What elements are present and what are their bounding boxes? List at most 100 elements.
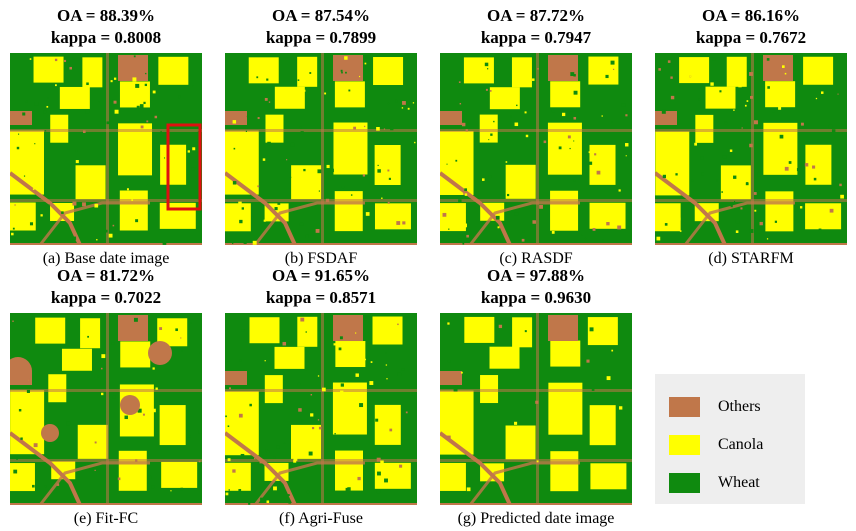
speckle xyxy=(829,208,834,213)
others-strip xyxy=(321,313,324,505)
others-strip xyxy=(321,53,324,245)
speckle xyxy=(310,413,314,417)
speckle xyxy=(514,212,519,216)
road xyxy=(225,171,297,245)
speckle xyxy=(370,361,373,363)
speckle xyxy=(100,367,103,370)
others-parcel xyxy=(440,371,462,385)
speckle xyxy=(106,121,110,125)
speckle xyxy=(625,155,627,157)
speckle xyxy=(498,324,503,329)
speckle xyxy=(228,489,230,491)
speckle xyxy=(558,146,562,150)
speckle xyxy=(721,191,723,193)
speckle xyxy=(342,192,344,194)
speckle xyxy=(33,443,38,448)
speckle xyxy=(269,319,273,323)
speckle xyxy=(561,112,566,117)
speckle xyxy=(276,124,278,126)
speckle xyxy=(34,101,39,106)
speckle xyxy=(573,179,576,182)
canola-field xyxy=(161,461,198,488)
speckle xyxy=(341,185,345,189)
speckle xyxy=(815,97,818,100)
speckle xyxy=(264,360,266,362)
speckle xyxy=(839,147,842,150)
speckle xyxy=(287,218,289,220)
speckle xyxy=(136,105,140,109)
speckle xyxy=(305,331,307,333)
speckle xyxy=(358,75,361,78)
speckle xyxy=(238,489,242,492)
speckle xyxy=(580,234,583,236)
speckle xyxy=(152,408,156,413)
speckle xyxy=(299,222,304,226)
speckle xyxy=(58,322,62,326)
speckle xyxy=(535,400,539,404)
speckle xyxy=(758,170,761,173)
speckle xyxy=(154,115,158,119)
speckle xyxy=(251,216,254,219)
others-parcel xyxy=(548,55,578,81)
oa-value: OA = 88.39% xyxy=(57,6,155,25)
speckle xyxy=(112,224,115,227)
speckle xyxy=(238,413,243,418)
speckle xyxy=(157,124,161,127)
speckle xyxy=(592,228,596,231)
speckle xyxy=(97,375,100,378)
speckle xyxy=(753,192,757,195)
speckle xyxy=(778,157,782,161)
speckle xyxy=(591,388,595,391)
speckle xyxy=(790,132,794,136)
speckle xyxy=(43,110,47,114)
speckle xyxy=(441,133,445,137)
speckle xyxy=(276,445,280,449)
speckle xyxy=(257,117,260,120)
speckle xyxy=(364,358,367,361)
speckle xyxy=(619,406,623,410)
legend-item-others: Others xyxy=(669,395,799,419)
speckle xyxy=(94,469,96,472)
speckle xyxy=(389,428,393,432)
speckle xyxy=(44,130,47,132)
canola-field xyxy=(374,203,411,230)
speckle xyxy=(524,330,527,333)
speckle xyxy=(602,239,604,242)
speckle xyxy=(784,166,789,171)
classification-map xyxy=(10,313,202,505)
speckle xyxy=(766,238,769,240)
speckle xyxy=(300,131,304,135)
speckle xyxy=(465,129,468,132)
canola-field xyxy=(10,202,36,231)
others-blob xyxy=(148,341,172,365)
speckle xyxy=(689,75,691,78)
canola-field xyxy=(335,341,366,368)
speckle xyxy=(800,220,803,223)
wheat-swatch xyxy=(669,473,700,493)
speckle xyxy=(551,231,555,234)
speckle xyxy=(228,387,231,390)
speckle xyxy=(733,175,737,179)
speckle xyxy=(144,83,148,87)
panel-caption: (g) Predicted date image xyxy=(457,510,615,527)
speckle xyxy=(334,432,336,435)
speckle xyxy=(359,403,364,408)
speckle xyxy=(573,406,577,409)
speckle xyxy=(369,381,374,385)
speckle xyxy=(749,72,753,76)
speckle xyxy=(361,84,364,87)
road xyxy=(225,431,297,505)
speckle xyxy=(47,204,50,207)
speckle xyxy=(249,403,252,407)
speckle xyxy=(738,127,740,129)
speckle xyxy=(139,104,144,108)
speckle xyxy=(264,97,268,101)
speckle xyxy=(612,346,617,351)
speckle xyxy=(447,360,451,363)
speckle xyxy=(385,362,388,365)
speckle xyxy=(34,143,36,145)
speckle xyxy=(527,173,532,177)
speckle xyxy=(227,361,230,364)
speckle xyxy=(375,418,379,422)
others-parcel xyxy=(225,371,247,385)
